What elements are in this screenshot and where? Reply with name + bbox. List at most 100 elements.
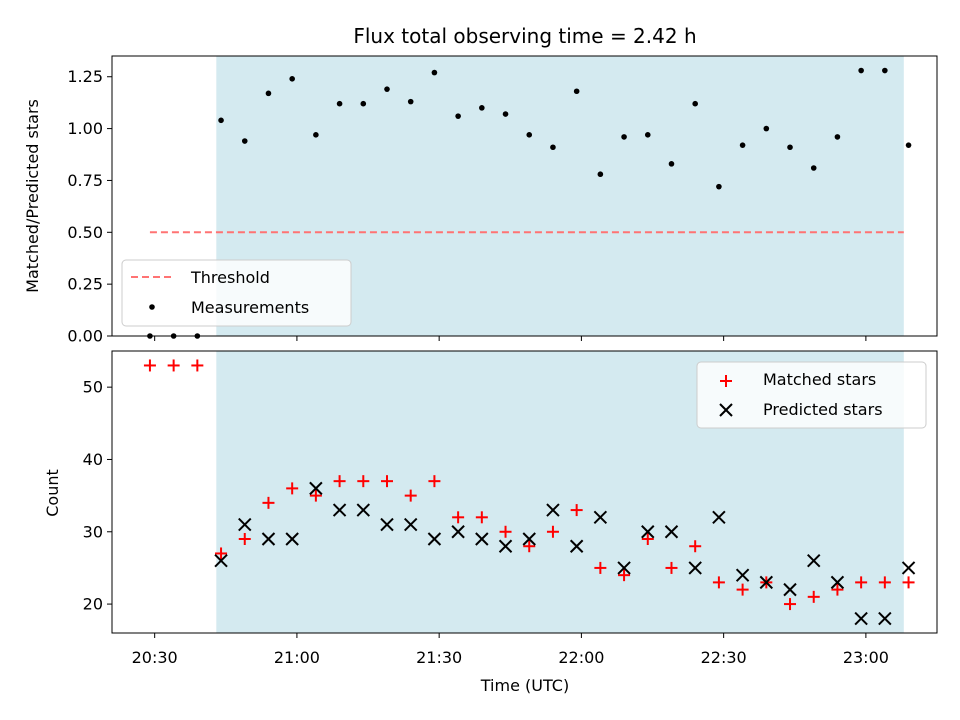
measurement-point <box>787 144 793 151</box>
measurement-point <box>644 132 651 138</box>
ratio-legend: Threshold Measurements <box>121 259 352 327</box>
matched-star-point <box>262 496 275 509</box>
matched-star-point <box>452 511 465 524</box>
predicted-star-point <box>854 611 868 626</box>
predicted-star-point <box>878 611 892 626</box>
predicted-star-point <box>475 532 489 546</box>
matched-star-point <box>546 525 559 538</box>
predicted-star-point <box>285 532 299 546</box>
x-tick-label: 22:00 <box>558 648 604 667</box>
matched-star-point <box>784 598 797 611</box>
predicted-star-point <box>546 503 560 517</box>
matched-star-point <box>831 583 844 596</box>
predicted-star-point <box>238 517 252 532</box>
y-tick-label: 1.00 <box>67 119 103 138</box>
matched-star-point <box>381 475 393 488</box>
ratio-y-axis-label: Matched/Predicted stars <box>23 99 42 293</box>
predicted-star-point <box>380 517 394 532</box>
count-plot-frame <box>111 350 938 634</box>
matched-star-point <box>215 547 228 560</box>
ratio-plot-frame <box>111 55 938 337</box>
measurement-point <box>739 142 746 148</box>
predicted-star-point <box>522 532 536 546</box>
predicted-star-point <box>403 517 418 532</box>
measurement-point <box>313 132 319 138</box>
measurement-point <box>810 165 817 171</box>
count-legend-box <box>696 361 927 429</box>
predicted-star-point <box>261 532 276 546</box>
measurement-point <box>384 86 390 92</box>
matched-star-point <box>689 540 702 553</box>
predicted-star-point <box>735 568 750 582</box>
predicted-star-point <box>451 525 465 539</box>
measurement-point <box>407 98 414 105</box>
ratio-legend-box <box>121 259 352 327</box>
matched-star-point <box>570 504 583 517</box>
predicted-star-point <box>356 503 371 517</box>
measurement-point <box>763 125 770 132</box>
matched-star-point <box>736 583 749 596</box>
matched-star-point <box>807 590 820 603</box>
count-y-axis-label: Count <box>43 469 62 517</box>
measurement-point <box>241 138 248 144</box>
measurement-point <box>265 90 272 97</box>
y-tick-label: 0.75 <box>67 171 103 190</box>
matched-star-point <box>428 475 441 488</box>
measurement-point <box>431 69 438 76</box>
predicted-star-point <box>664 525 679 539</box>
predicted-star-point <box>214 553 228 568</box>
predicted-legend-label: Predicted stars <box>763 400 883 419</box>
x-axis-label: Time (UTC) <box>480 676 569 695</box>
predicted-star-point <box>641 525 655 539</box>
y-tick-label: 20 <box>83 595 103 614</box>
measurement-point <box>360 100 367 107</box>
matched-star-point <box>712 576 725 589</box>
measurement-point <box>573 88 580 95</box>
matched-star-point <box>238 533 251 545</box>
count-x-ticks: 20:30 21:00 21:30 22:00 22:30 23:00 <box>132 633 889 667</box>
measurements-legend-swatch <box>149 304 155 310</box>
y-tick-label: 0.50 <box>67 223 103 242</box>
matched-star-point <box>499 525 512 538</box>
y-tick-label: 50 <box>83 378 103 397</box>
x-tick-label: 22:30 <box>701 648 747 667</box>
measurement-point <box>479 105 485 111</box>
matched-star-point <box>404 489 417 502</box>
measurement-point <box>597 171 604 178</box>
predicted-star-point <box>427 532 442 546</box>
count-y-ticks: 20 30 40 50 <box>83 378 112 614</box>
measurement-point <box>692 100 698 107</box>
measurement-point <box>621 134 627 140</box>
measurement-point <box>218 117 224 124</box>
predicted-star-point <box>617 561 631 575</box>
measurement-point <box>455 113 461 119</box>
measurement-point <box>526 132 533 138</box>
matched-star-point <box>167 359 180 372</box>
measurement-point <box>502 111 509 117</box>
chart-title: Flux total observing time = 2.42 h <box>353 24 696 48</box>
matched-star-point <box>357 475 370 488</box>
matched-star-point <box>286 482 299 495</box>
predicted-star-point <box>807 553 821 568</box>
predicted-star-point <box>569 539 584 553</box>
count-legend: Matched stars Predicted stars <box>696 361 927 429</box>
x-tick-label: 21:30 <box>416 648 462 667</box>
predicted-star-point <box>332 503 347 517</box>
y-tick-label: 0.00 <box>67 327 103 346</box>
predicted-star-point <box>688 561 702 575</box>
count-plot-marks <box>143 359 916 626</box>
predicted-star-point <box>712 510 726 525</box>
measurement-point <box>336 100 343 107</box>
matched-star-point <box>191 359 204 372</box>
matched-legend-swatch <box>720 375 732 387</box>
measurements-legend-label: Measurements <box>191 298 309 317</box>
measurement-point <box>668 161 675 167</box>
measurement-point <box>289 76 295 82</box>
matched-star-point <box>902 576 915 589</box>
matched-star-point <box>309 489 322 502</box>
matched-legend-label: Matched stars <box>763 370 876 389</box>
matched-star-point <box>523 540 536 553</box>
matched-star-point <box>665 561 678 574</box>
